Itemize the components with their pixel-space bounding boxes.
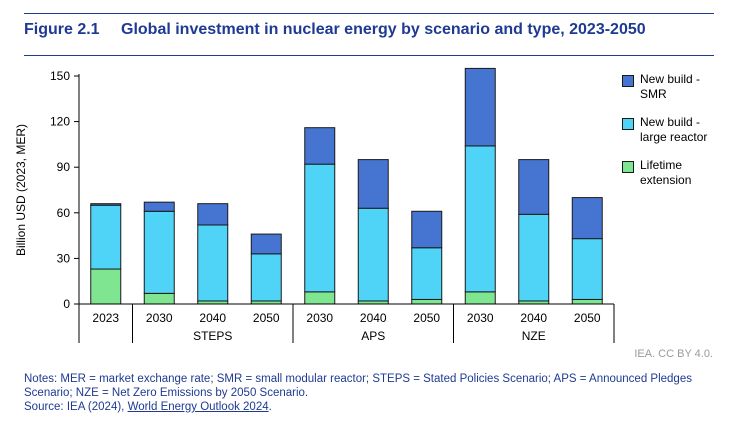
license-credit: IEA. CC BY 4.0.: [634, 348, 713, 360]
bar-segment-lifetime-extension: [571, 298, 603, 305]
legend-swatch-smr: [622, 75, 634, 87]
x-tick-label: 2040: [520, 311, 547, 325]
y-tick-label: 150: [50, 69, 70, 83]
bar-segment-lifetime-extension: [411, 298, 443, 305]
figure-title-text: Global investment in nuclear energy by s…: [121, 21, 646, 38]
bar-segment-smr: [571, 197, 603, 240]
group-label: APS: [361, 329, 385, 343]
bar-segment-lifetime-extension: [143, 292, 175, 305]
legend-label: Lifetime: [640, 158, 683, 172]
x-tick-label: 2030: [467, 311, 494, 325]
y-tick-label: 90: [57, 160, 71, 174]
figure-title: Figure 2.1 Global investment in nuclear e…: [24, 21, 724, 39]
group-label: STEPS: [193, 329, 232, 343]
figure-bottom-rule: [24, 55, 714, 56]
bar-segment-large-reactor: [518, 213, 550, 302]
bar-segment-large-reactor: [197, 224, 229, 302]
x-tick-label: 2050: [253, 311, 280, 325]
bar-segment-large-reactor: [411, 247, 443, 300]
bar-segment-large-reactor: [304, 163, 336, 293]
x-tick-label: 2040: [199, 311, 226, 325]
bar-segment-large-reactor: [250, 253, 282, 302]
bar-segment-smr: [411, 210, 443, 249]
legend-label: large reactor: [640, 130, 708, 144]
bar-segment-smr: [464, 67, 496, 147]
legend-label: New build -: [640, 72, 701, 86]
figure-top-rule: [24, 13, 714, 14]
x-tick-label: 2040: [360, 311, 387, 325]
group-label: NZE: [522, 329, 546, 343]
x-tick-label: 2030: [306, 311, 333, 325]
y-tick-label: 0: [63, 297, 70, 311]
bar-segment-smr: [143, 201, 175, 212]
x-tick-label: 2050: [413, 311, 440, 325]
bar-segment-smr: [250, 233, 282, 255]
bar-segment-large-reactor: [571, 238, 603, 300]
chart-legend: New build - SMR New build - large reactor …: [622, 72, 726, 201]
legend-label: SMR: [640, 87, 667, 101]
legend-item-smr: New build - SMR: [622, 72, 726, 102]
bar-segment-smr: [197, 203, 229, 226]
source-link[interactable]: World Energy Outlook 2024: [127, 401, 269, 413]
x-tick-label: 2023: [92, 311, 119, 325]
bar-segment-large-reactor: [464, 145, 496, 293]
x-tick-label: 2030: [146, 311, 173, 325]
bar-segment-smr: [90, 203, 122, 206]
legend-swatch-large-reactor: [622, 118, 634, 130]
notes-text: Notes: MER = market exchange rate; SMR =…: [24, 373, 692, 399]
bar-segment-smr: [304, 127, 336, 165]
y-tick-label: 60: [57, 206, 71, 220]
legend-item-large-reactor: New build - large reactor: [622, 115, 726, 145]
figure-notes: Notes: MER = market exchange rate; SMR =…: [24, 372, 724, 414]
y-tick-label: 120: [50, 115, 70, 129]
bar-segment-large-reactor: [143, 210, 175, 294]
figure-number: Figure 2.1: [24, 21, 100, 38]
bar-segment-large-reactor: [357, 207, 389, 302]
legend-label: extension: [640, 173, 692, 187]
bar-segment-smr: [518, 159, 550, 215]
bar-segment-smr: [357, 159, 389, 209]
source-line: Source: IEA (2024), World Energy Outlook…: [24, 401, 272, 413]
legend-swatch-lifetime-extension: [622, 161, 634, 173]
bar-segment-lifetime-extension: [90, 268, 122, 305]
y-tick-label: 30: [57, 251, 71, 265]
bar-segment-lifetime-extension: [304, 291, 336, 305]
legend-label: New build -: [640, 115, 701, 129]
legend-item-lifetime-extension: Lifetime extension: [622, 158, 726, 188]
x-tick-label: 2050: [574, 311, 601, 325]
bar-segment-large-reactor: [90, 204, 122, 270]
bar-segment-lifetime-extension: [464, 291, 496, 305]
